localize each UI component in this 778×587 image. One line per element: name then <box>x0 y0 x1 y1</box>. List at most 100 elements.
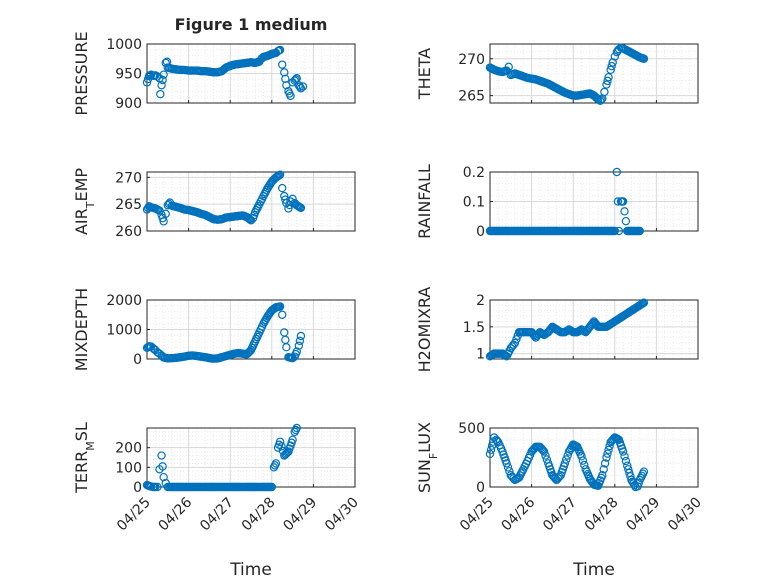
data-point <box>577 452 586 461</box>
subplot-theta: 265 270 THETA <box>415 43 699 105</box>
figure-title: Figure 1 medium <box>175 15 328 34</box>
data-point <box>156 89 165 99</box>
data-point <box>639 298 649 307</box>
data-point <box>639 54 649 63</box>
data-point <box>486 445 496 455</box>
data-point <box>278 183 287 193</box>
data-point <box>596 96 605 105</box>
data-point <box>277 442 286 451</box>
data-point <box>607 61 616 71</box>
x-tick-label: 04/27 <box>540 495 580 535</box>
data-point <box>292 423 301 433</box>
data-point <box>593 95 603 104</box>
data-point <box>539 447 549 456</box>
data-point <box>278 60 287 69</box>
data-point <box>267 482 276 492</box>
data-point <box>153 482 162 492</box>
y-tick-label: 100 <box>115 460 142 476</box>
data-point <box>608 58 617 67</box>
data-point <box>283 448 292 457</box>
data-point <box>485 449 495 459</box>
x-tick-label: 04/28 <box>582 495 622 535</box>
data-point <box>621 216 631 226</box>
y-axis-label: RAINFALL <box>415 164 434 239</box>
axes-frame <box>489 43 699 104</box>
data-point <box>610 226 620 236</box>
y-axis-label: MIXDEPTH <box>72 288 91 371</box>
axes-frame <box>146 299 356 360</box>
subplot-sun-flux: 04/25 04/26 04/27 04/28 04/29 04/30 0 500 SUNFLU… <box>415 421 705 534</box>
data-point <box>294 341 304 350</box>
data-point <box>278 310 287 319</box>
data-point <box>560 459 570 468</box>
y-tick-label: 265 <box>115 197 142 213</box>
data-point <box>275 170 285 179</box>
y-tick-label: 260 <box>115 224 142 240</box>
y-tick-label: 950 <box>115 67 142 83</box>
data-point <box>288 435 297 444</box>
data-point <box>620 452 629 461</box>
data-point <box>502 459 511 468</box>
y-tick-label: 265 <box>458 89 485 105</box>
data-point <box>161 209 170 219</box>
data-point <box>604 72 613 82</box>
y-axis-label: H2OMIXRA <box>415 287 434 373</box>
y-tick-label: 1000 <box>106 37 142 53</box>
x-tick-label: 04/29 <box>280 495 320 535</box>
x-axis-label-right: Time <box>572 560 615 580</box>
x-tick-label: 04/25 <box>114 495 154 535</box>
data-point <box>639 467 649 476</box>
data-point <box>538 446 548 455</box>
data-point <box>503 463 513 472</box>
data-point <box>275 45 285 55</box>
data-point <box>296 84 306 93</box>
x-tick-label: 04/26 <box>156 494 196 534</box>
data-point <box>537 445 547 454</box>
data-point <box>295 336 305 346</box>
y-tick-label: 500 <box>458 421 485 437</box>
data-point <box>621 456 631 466</box>
y-tick-label: 1 <box>476 347 485 363</box>
data-point <box>158 462 167 471</box>
subplot-pressure: 900 950 1000 PRESSURE <box>72 31 356 116</box>
data-point <box>626 472 635 481</box>
y-tick-label: 2 <box>476 293 485 309</box>
data-point <box>597 95 606 104</box>
y-tick-label: 0 <box>133 480 142 496</box>
data-point <box>298 82 308 91</box>
axes-frame <box>489 299 699 360</box>
y-tick-label: 900 <box>115 96 142 112</box>
data-point <box>602 453 611 462</box>
data-point <box>603 76 612 86</box>
x-axis-label-left: Time <box>229 560 272 580</box>
y-tick-label: 0 <box>133 352 142 368</box>
y-axis-label: PRESSURE <box>72 31 91 115</box>
data-point <box>541 451 550 460</box>
data-point <box>510 338 520 348</box>
data-point <box>618 447 628 456</box>
data-point <box>292 347 301 356</box>
y-tick-label: 0 <box>476 224 485 240</box>
axes-background <box>146 427 356 488</box>
data-point <box>600 459 610 468</box>
data-point <box>296 331 306 341</box>
data-point <box>614 226 624 236</box>
data-point <box>618 197 628 206</box>
data-point <box>159 472 168 482</box>
data-point <box>598 471 607 480</box>
data-point <box>603 449 612 458</box>
data-point <box>578 456 588 465</box>
data-point <box>504 62 513 72</box>
data-point <box>158 75 167 85</box>
data-point <box>159 70 168 79</box>
data-point <box>555 472 564 481</box>
x-tick-label: 04/25 <box>457 495 497 535</box>
data-point <box>159 217 168 226</box>
y-axis-label: SUNFLUX <box>415 422 440 493</box>
data-point <box>286 91 295 101</box>
data-point <box>606 65 615 75</box>
data-point <box>562 455 571 464</box>
x-tick-label: 04/30 <box>665 495 705 535</box>
y-axis-label: AIRTEMP <box>72 168 97 235</box>
